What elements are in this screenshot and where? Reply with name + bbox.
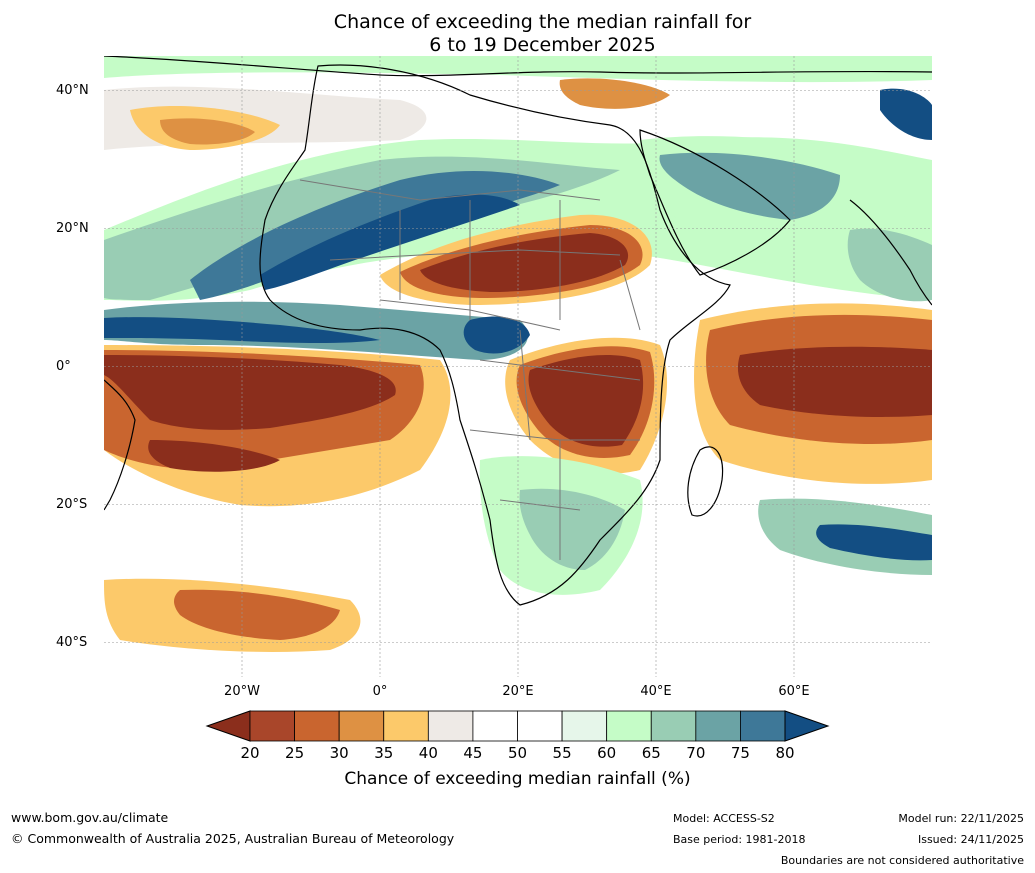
field-sahel-dark <box>420 233 629 292</box>
colorbar-tick-label: 30 <box>329 744 349 762</box>
colorbar-segment <box>383 710 429 742</box>
field-s-indian-blue <box>816 524 932 561</box>
colorbar-below-triangle <box>205 710 251 742</box>
footer-url[interactable]: www.bom.gov.au/climate <box>11 810 169 825</box>
colorbar-label: Chance of exceeding median rainfall (%) <box>344 769 691 789</box>
arabia-coastline <box>639 129 791 276</box>
field-e-africa-dark <box>528 355 644 447</box>
colorbar-tick-label: 60 <box>597 744 617 762</box>
field-sahara-dark-blue <box>260 194 520 290</box>
latitude-label: 0° <box>56 358 71 374</box>
latitude-label: 40°S <box>56 634 88 650</box>
colorbar-segment <box>606 710 652 742</box>
colorbar-tick-label: 75 <box>730 744 750 762</box>
colorbar-tick-label: 70 <box>686 744 706 762</box>
colorbar-segment <box>561 710 608 742</box>
gridlines <box>104 56 932 677</box>
field-turkey-orange <box>559 78 670 109</box>
rainfall-anomaly-fields <box>104 56 932 652</box>
europe-coastline <box>104 56 932 77</box>
colorbar-tick-label: 45 <box>463 744 483 762</box>
coastlines-and-borders <box>104 56 932 606</box>
field-s-atlantic-dark <box>148 440 280 472</box>
colorbar-tick-label: 40 <box>418 744 438 762</box>
colorbar-tick-label: 35 <box>374 744 394 762</box>
field-s-africa-teal <box>519 488 625 570</box>
colorbar-tick-label: 20 <box>240 744 260 762</box>
colorbar-tick-label: 25 <box>285 744 305 762</box>
field-guinea-blue <box>104 317 380 344</box>
field-india-teal <box>847 228 932 302</box>
field-med-brown <box>160 118 255 145</box>
colorbar-segment <box>650 710 697 742</box>
map-title-line1: Chance of exceeding the median rainfall … <box>333 11 752 33</box>
latitude-label: 20°N <box>56 220 89 236</box>
colorbar-segment <box>294 710 340 742</box>
colorbar-tick-label: 50 <box>507 744 528 762</box>
colorbar-segment <box>740 710 786 742</box>
colorbar-segment <box>472 710 518 742</box>
colorbar-segment <box>695 710 741 742</box>
field-congo-blue <box>463 316 530 354</box>
colorbar <box>205 710 830 742</box>
footer-copyright: © Commonwealth of Australia 2025, Austra… <box>11 831 455 846</box>
footer-model-run: Model run: 22/11/2025 <box>898 812 1024 825</box>
colorbar-tick-label: 65 <box>641 744 661 762</box>
footer-model: Model: ACCESS-S2 <box>673 812 775 825</box>
madagascar-coastline <box>687 446 724 517</box>
longitude-label: 40°E <box>640 684 672 699</box>
latitude-label: 40°N <box>56 82 89 98</box>
field-ne-blue <box>880 88 932 140</box>
africa-coastline <box>259 64 731 606</box>
field-sw-brown <box>174 589 340 640</box>
south-america-coastline <box>104 379 136 511</box>
colorbar-tick-label: 55 <box>552 744 572 762</box>
longitude-label: 20°E <box>502 684 534 699</box>
map-title-line2: 6 to 19 December 2025 <box>429 34 656 56</box>
colorbar-segment <box>517 710 563 742</box>
colorbar-segment <box>338 710 385 742</box>
footer-issued: Issued: 24/11/2025 <box>917 833 1024 846</box>
colorbar-segment <box>427 710 474 742</box>
colorbar-above-triangle <box>784 710 830 742</box>
longitude-label: 20°W <box>224 684 260 699</box>
map-area <box>104 56 932 677</box>
country-borders <box>299 179 641 560</box>
longitude-label: 60°E <box>778 684 810 699</box>
colorbar-segment <box>249 710 295 742</box>
longitude-label: 0° <box>372 684 388 699</box>
india-coastline <box>849 199 932 306</box>
colorbar-tick-label: 80 <box>775 744 795 762</box>
footer-base-period: Base period: 1981-2018 <box>673 833 806 846</box>
field-indian-dark <box>737 346 932 417</box>
footer-disclaimer: Boundaries are not considered authoritat… <box>780 854 1024 867</box>
latitude-label: 20°S <box>56 496 88 512</box>
field-eq-atlantic-dark <box>104 355 396 430</box>
